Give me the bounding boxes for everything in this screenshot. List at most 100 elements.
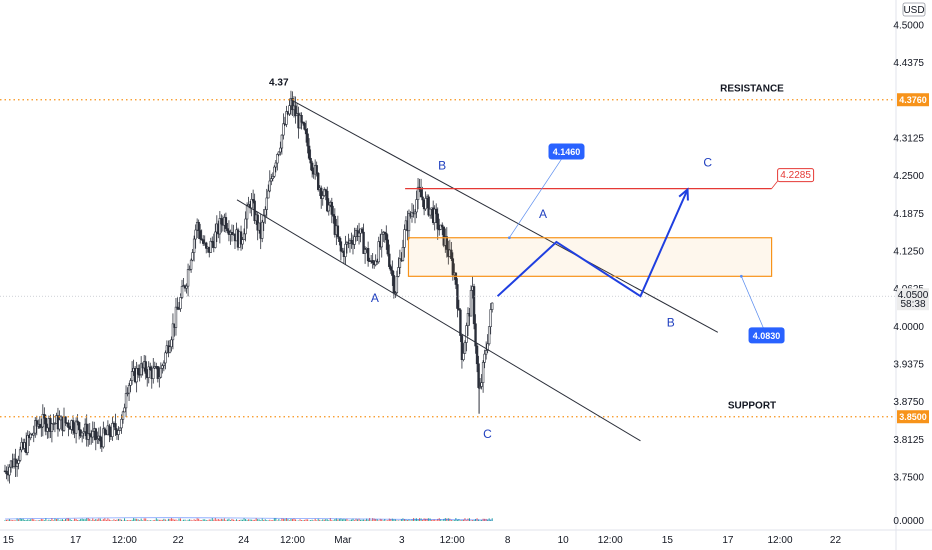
x-tick-label: 12:00 bbox=[440, 535, 465, 546]
candle-body bbox=[394, 292, 397, 294]
candle-body bbox=[401, 247, 405, 261]
candle-body bbox=[264, 209, 267, 216]
support-label: SUPPORT bbox=[728, 401, 776, 412]
wave-label-a: A bbox=[371, 291, 379, 305]
drawings[interactable] bbox=[0, 99, 896, 442]
candle-body bbox=[321, 195, 324, 199]
x-tick-label: 8 bbox=[505, 535, 511, 546]
candle-body bbox=[323, 189, 326, 196]
candle-body bbox=[276, 154, 279, 164]
candle-body bbox=[389, 266, 393, 271]
candle-body bbox=[114, 423, 117, 431]
candle-body bbox=[103, 428, 107, 434]
candle-body bbox=[363, 249, 367, 254]
projection-path[interactable] bbox=[496, 189, 689, 298]
candle-body bbox=[282, 123, 285, 136]
candle-body bbox=[241, 239, 244, 245]
candle-body bbox=[180, 285, 184, 298]
candle-body bbox=[428, 208, 432, 216]
candle-body bbox=[486, 343, 489, 351]
candle-body bbox=[262, 214, 265, 223]
candle-body bbox=[416, 186, 420, 200]
volume-pane bbox=[4, 517, 493, 521]
candle-body bbox=[185, 285, 188, 289]
candle-body bbox=[46, 427, 49, 432]
candle-body bbox=[307, 145, 311, 159]
candle-body bbox=[177, 308, 181, 310]
x-tick-label: 15 bbox=[3, 535, 15, 546]
candle-body bbox=[336, 225, 340, 238]
time-axis[interactable]: 15 17 12:00 22 24 12:00 Mar 3 12:00 8 10 12:00 15 17 1… bbox=[0, 529, 932, 546]
candle-body bbox=[360, 228, 364, 233]
x-tick-label: 12:00 bbox=[112, 535, 137, 546]
candle-body bbox=[44, 417, 48, 432]
candle-body bbox=[301, 121, 305, 124]
candle-body bbox=[333, 215, 337, 235]
y-tick-label: 4.1250 bbox=[893, 247, 924, 258]
candle-body bbox=[484, 350, 488, 355]
candle-body bbox=[330, 202, 334, 215]
price-axis[interactable]: USD 4.5000 4.4375 4.3125 4.2500 4.1875 4.1250 4… bbox=[893, 0, 932, 550]
price-note[interactable] bbox=[748, 327, 785, 344]
candle-body bbox=[265, 197, 268, 210]
candle-body bbox=[415, 199, 418, 213]
candle-body bbox=[469, 290, 473, 317]
candle-body bbox=[152, 367, 155, 379]
y-tick-label: 3.8125 bbox=[893, 435, 924, 446]
candle-body bbox=[273, 166, 276, 177]
candle-body bbox=[224, 217, 228, 229]
candle-body bbox=[5, 470, 8, 475]
x-tick-label: 15 bbox=[662, 535, 674, 546]
y-tick-label: 4.4375 bbox=[893, 58, 924, 69]
candle-body bbox=[188, 268, 191, 271]
currency-box[interactable] bbox=[902, 2, 926, 17]
candle-body bbox=[481, 362, 485, 383]
candle-body bbox=[192, 238, 196, 253]
candle-body bbox=[386, 239, 389, 255]
candle-body bbox=[424, 198, 427, 210]
candle-body bbox=[303, 122, 306, 130]
candle-body bbox=[436, 213, 439, 230]
x-tick-label: 3 bbox=[399, 535, 405, 546]
candle-body bbox=[483, 353, 486, 363]
target-zone-box[interactable] bbox=[407, 237, 773, 277]
candle-body bbox=[168, 346, 172, 353]
candle-body bbox=[186, 269, 190, 287]
channel-upper-line[interactable] bbox=[290, 99, 719, 333]
channel-lower-line[interactable] bbox=[236, 199, 641, 442]
candle-body bbox=[191, 252, 194, 261]
candle-body bbox=[291, 98, 294, 111]
candle-body bbox=[218, 218, 222, 235]
price-note[interactable] bbox=[548, 143, 585, 160]
candle-body bbox=[397, 267, 400, 277]
candle-body bbox=[214, 231, 217, 248]
y-tick-label: 4.1875 bbox=[893, 209, 924, 220]
candle-body bbox=[74, 420, 78, 434]
candle-body bbox=[8, 466, 11, 476]
candle-body bbox=[34, 420, 37, 434]
candle-body bbox=[198, 230, 202, 240]
y-tick-label: 4.2500 bbox=[893, 171, 924, 182]
candle-body bbox=[129, 380, 132, 386]
candle-body bbox=[413, 211, 417, 215]
candle-body bbox=[64, 416, 67, 424]
x-tick-label: 24 bbox=[238, 535, 250, 546]
projection-arrowhead bbox=[678, 187, 689, 201]
candle-body bbox=[147, 366, 150, 378]
candle-body bbox=[439, 224, 442, 230]
candle-body bbox=[433, 208, 436, 223]
current-price-tag bbox=[897, 288, 929, 311]
candle-body bbox=[76, 420, 79, 423]
candle-body bbox=[88, 433, 91, 436]
candle-body bbox=[120, 418, 123, 429]
candle-body bbox=[80, 432, 84, 437]
candle-body bbox=[465, 325, 468, 343]
candle-body bbox=[144, 361, 147, 374]
candle-body bbox=[463, 342, 467, 354]
candle-body bbox=[489, 309, 492, 327]
red-level-tag[interactable] bbox=[777, 168, 815, 183]
candle-body bbox=[242, 233, 246, 241]
candle-body bbox=[339, 241, 343, 252]
candle-body bbox=[43, 413, 46, 419]
